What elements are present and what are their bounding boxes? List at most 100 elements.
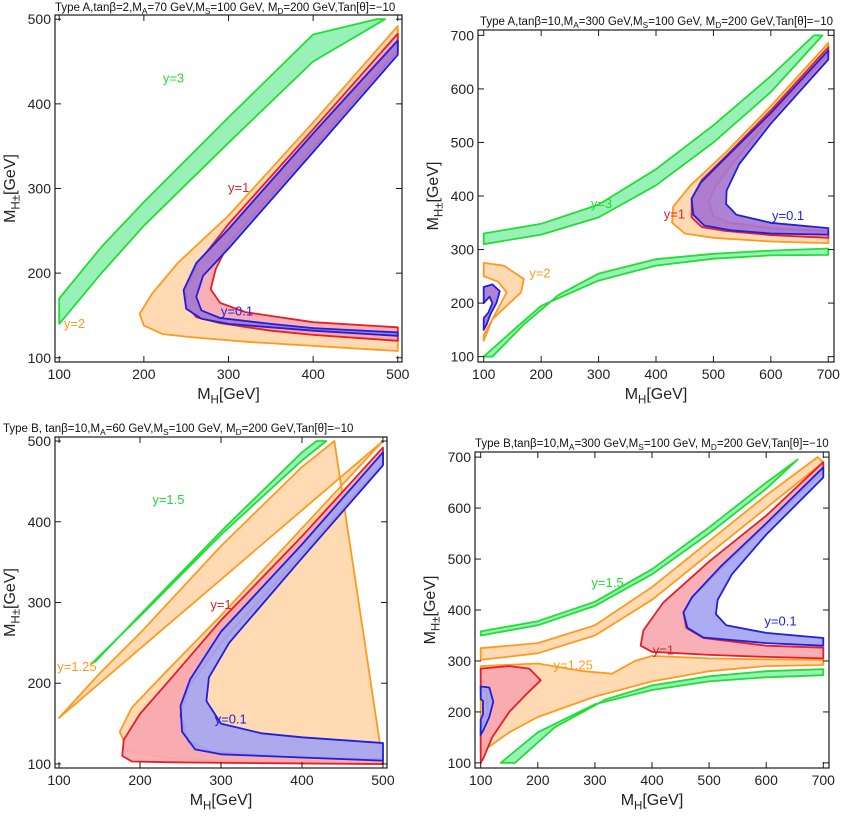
band-y1.5 [479,458,799,637]
x-tick-label: 500 [702,366,726,382]
x-tick-label: 200 [128,772,152,788]
panel-title: Type A,tanβ=10,MA​=300 GeV,MS​=100 GeV, … [480,16,833,30]
x-tick-label: 400 [644,366,668,382]
curve-label: y=1 [210,597,231,612]
panel-title: Type B, tanβ=10,MA​=60 GeV,MS​=100 GeV, … [3,423,353,437]
y-tick-label: 200 [28,265,52,281]
curve-label: y=0.1 [221,304,253,319]
y-tick-label: 500 [448,551,472,567]
y-tick-label: 400 [448,602,472,618]
band-extra-1 [482,247,830,358]
band-extra-6 [482,283,501,331]
band-y1.5 [90,440,328,665]
panel-3: y=1.5 y=1.25 y=1 y=0.1 100 200 300 400 500 100 200… [2,423,395,813]
y-tick-label: 100 [28,756,52,772]
y-tick-label: 300 [28,595,52,611]
band-y2 [482,262,525,342]
curve-label: y=3 [591,196,612,211]
y-tick-label: 500 [28,11,52,27]
curve-label: y=1 [228,180,249,195]
y-tick-label: 100 [448,755,472,771]
band-y0.1 [690,49,830,236]
curve-label: y=0.1 [215,712,247,727]
x-tick-label: 200 [526,772,550,788]
band-extra-1 [499,668,825,764]
y-tick-label: 100 [451,349,475,365]
y-tick-label: 400 [451,188,475,204]
y-tick-label: 200 [28,675,52,691]
curve-label: y=1.5 [591,575,623,590]
curve-label: y=1 [653,642,674,657]
y-tick-label: 300 [448,653,472,669]
curve-label: y=0.1 [764,613,796,628]
bands [482,34,830,358]
x-axis-label: MH​[GeV] [190,792,253,813]
bands [479,456,825,764]
panel-1: y=3 y=2 y=1 y=0.1 100 200 300 400 500 100 200 300 40… [2,2,410,407]
y-tick-label: 200 [451,295,475,311]
band-extra-7 [479,685,495,736]
band-extra-3 [479,655,825,754]
panel-title: Type A,tanβ=2,MA​=70 GeV,MS​=100 GeV, MD… [55,2,395,16]
x-tick-label: 400 [640,772,664,788]
x-tick-label: 100 [48,366,72,382]
x-axis-label: MH​[GeV] [621,792,684,813]
curve-label: y=1.25 [57,659,96,674]
x-tick-label: 500 [697,772,721,788]
y-tick-label: 400 [28,514,52,530]
x-tick-label: 700 [812,772,836,788]
bands [58,18,399,352]
band-y0.1 [179,451,384,762]
x-tick-label: 500 [371,772,395,788]
band-y3 [482,34,824,246]
curve-label: y=1 [664,207,685,222]
y-axis-label: MH±​[GeV] [422,576,443,645]
x-tick-label: 600 [755,772,779,788]
x-tick-label: 600 [759,366,783,382]
x-tick-label: 100 [469,772,493,788]
y-tick-label: 300 [451,242,475,258]
y-axis-label: MH±​[GeV] [2,154,23,223]
x-tick-label: 200 [529,366,553,382]
bands [58,440,384,765]
x-axis-label: MH​[GeV] [625,386,688,407]
x-tick-label: 400 [290,772,314,788]
panel-2: y=3 y=2 y=1 y=0.1 100 200 300 400 500 600 700 100 20… [425,16,840,407]
x-tick-label: 400 [301,366,325,382]
band-y3 [58,18,386,325]
y-tick-label: 600 [451,81,475,97]
x-tick-label: 100 [472,366,496,382]
curve-label: y=3 [163,71,184,86]
panel-4: y=1.5 y=1.25 y=1 y=0.1 100 200 300 400 500 600 700… [422,438,835,813]
y-tick-label: 600 [448,500,472,516]
y-tick-label: 700 [451,27,475,43]
band-y0.1 [182,39,399,337]
y-axis-label: MH±​[GeV] [425,162,446,231]
x-tick-label: 300 [583,772,607,788]
y-tick-label: 200 [448,704,472,720]
band-y1.25 [479,456,825,661]
x-tick-label: 500 [386,366,410,382]
plot-frame [54,14,403,363]
y-axis-label: MH±​[GeV] [2,568,23,637]
band-y0.1 [682,466,825,647]
y-tick-label: 400 [28,96,52,112]
y-tick-label: 100 [28,350,52,366]
curve-label: y=1.25 [553,658,592,673]
x-tick-label: 300 [587,366,611,382]
y-tick-label: 700 [448,449,472,465]
x-tick-label: 300 [217,366,241,382]
x-tick-label: 700 [817,366,841,382]
x-tick-label: 100 [47,772,71,788]
y-tick-label: 500 [451,134,475,150]
curve-label: y=1.5 [152,492,184,507]
x-axis-label: MH​[GeV] [197,386,260,407]
curve-label: y=2 [64,316,85,331]
x-tick-label: 200 [132,366,156,382]
x-tick-label: 300 [209,772,233,788]
y-tick-label: 500 [28,433,52,449]
y-tick-label: 300 [28,181,52,197]
curve-label: y=0.1 [772,208,804,223]
panel-title: Type B,tanβ=10,MA​=300 GeV,MS​=100 GeV, … [475,438,829,452]
